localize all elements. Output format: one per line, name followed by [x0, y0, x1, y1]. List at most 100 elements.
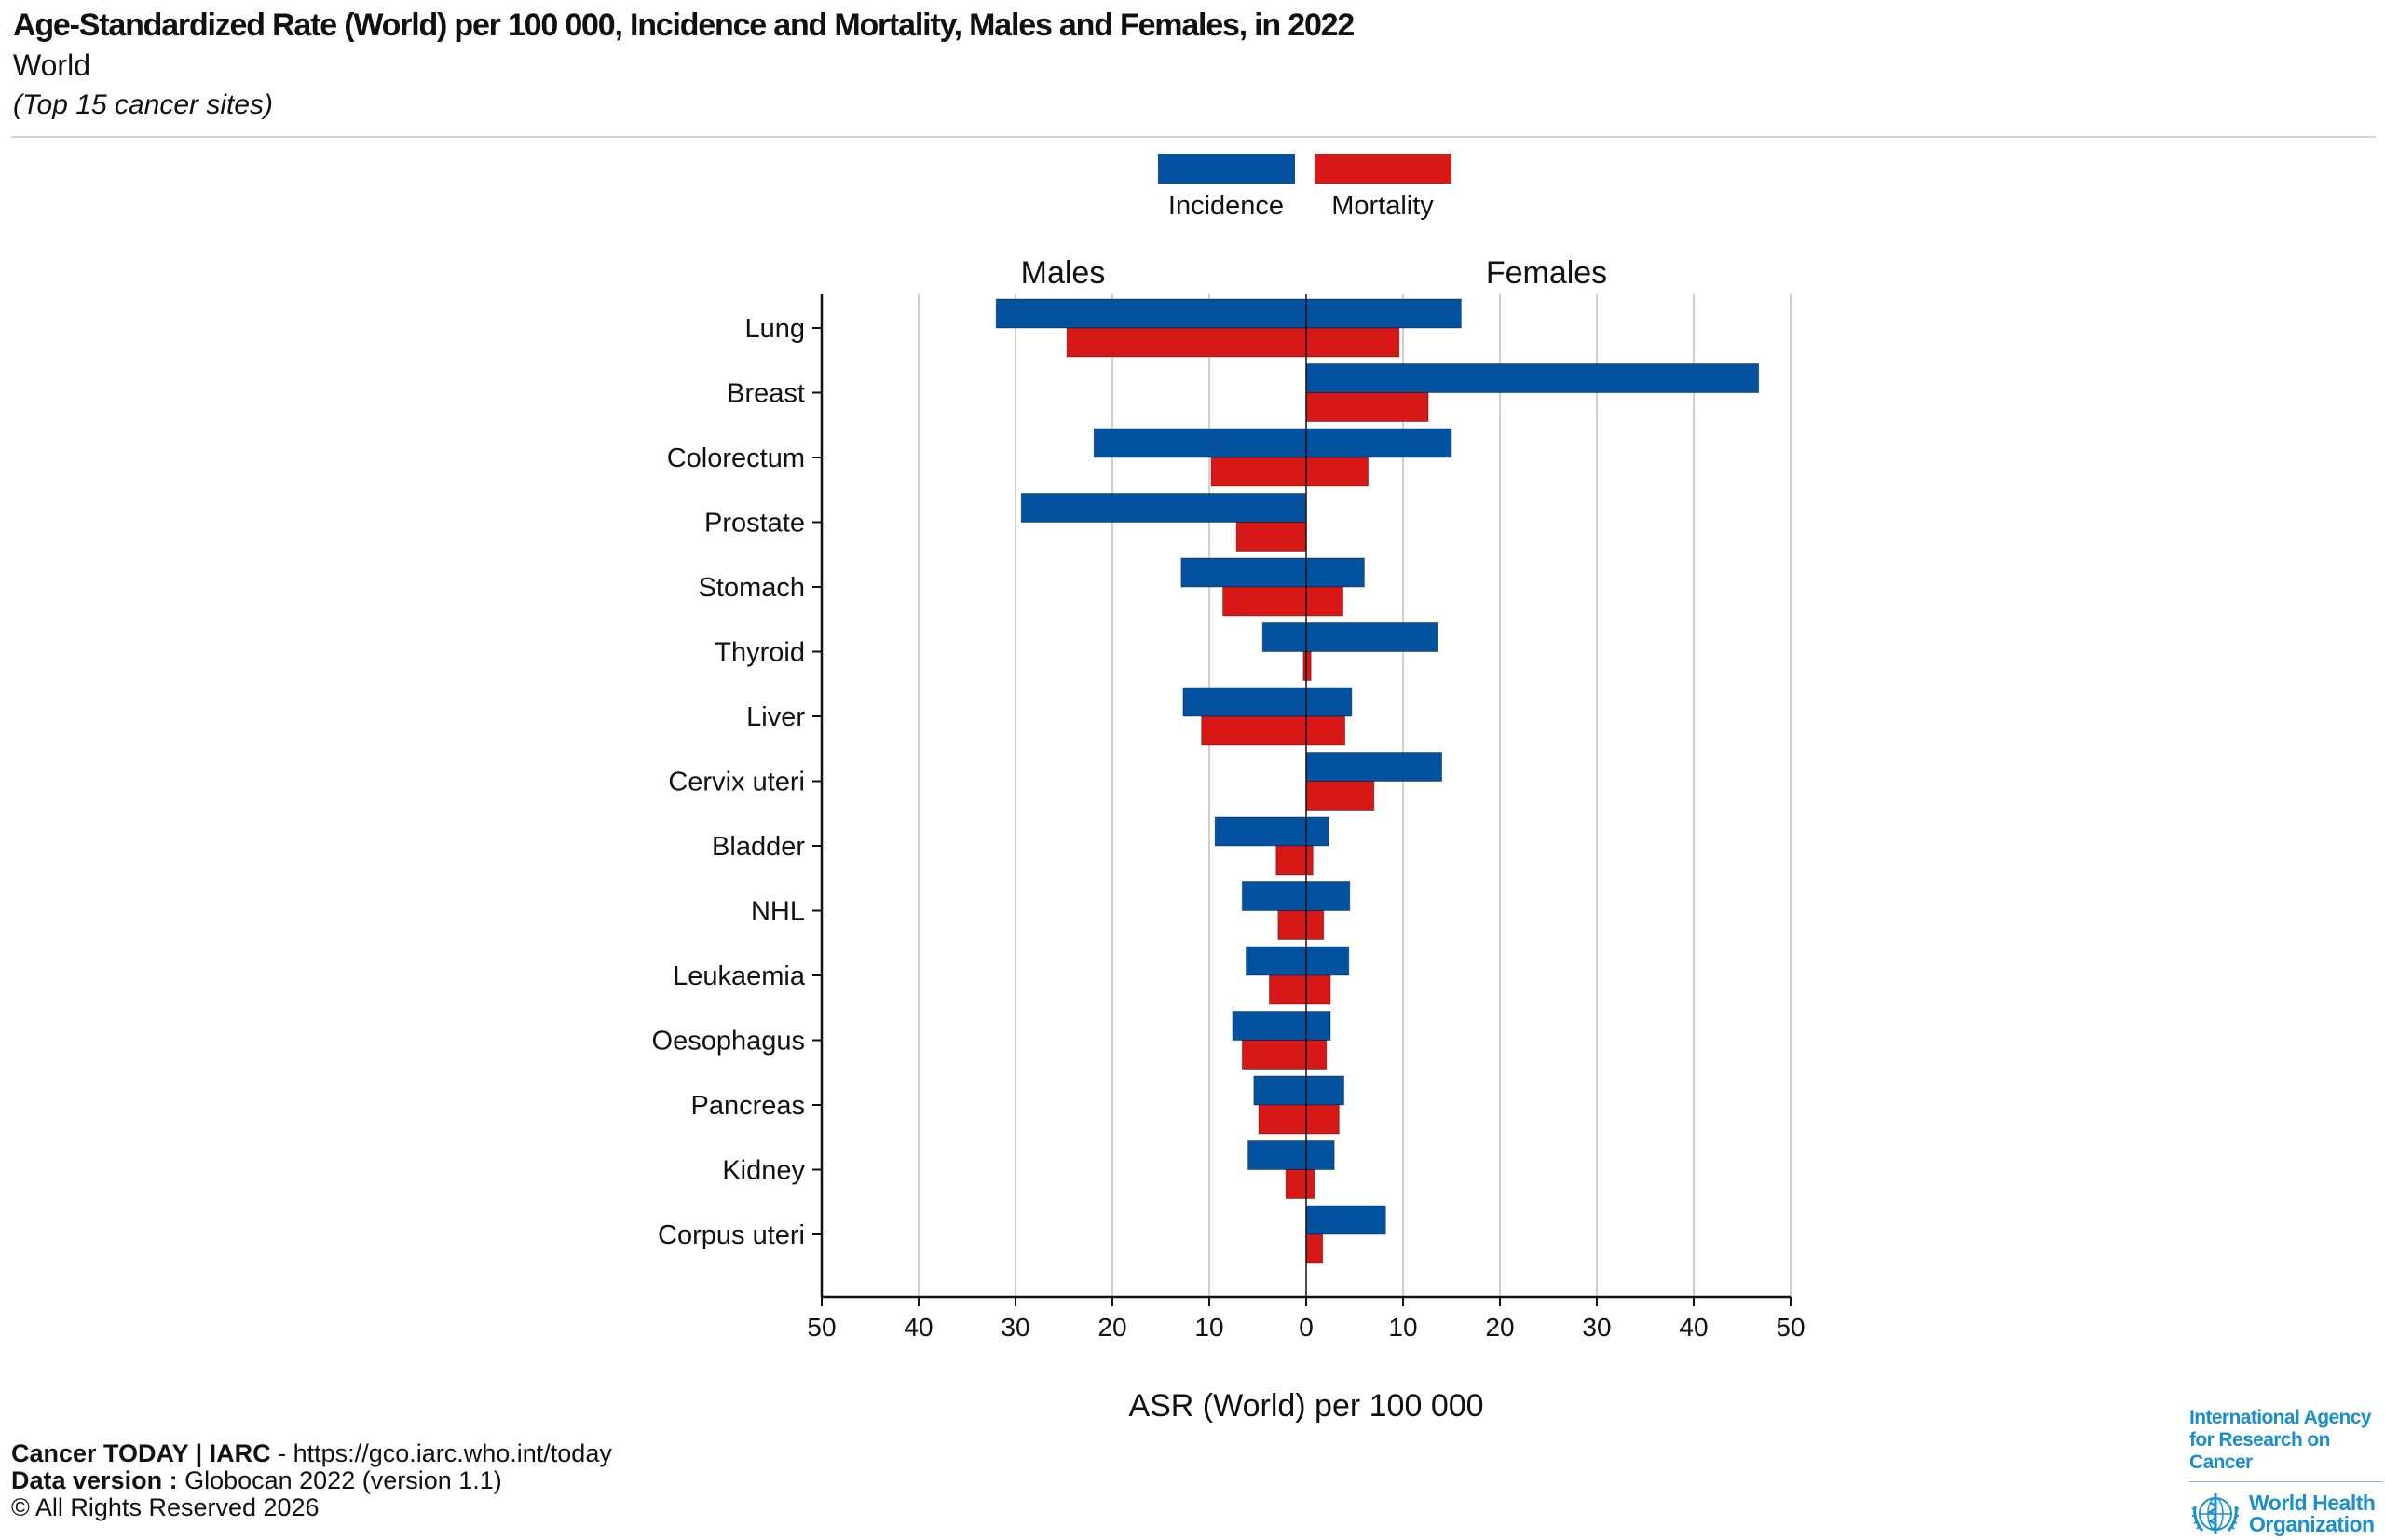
- bar-males-incidence-bladder[interactable]: [1214, 816, 1307, 847]
- bar-females-mortality-breast[interactable]: [1305, 392, 1429, 422]
- bar-males-mortality-prostate[interactable]: [1235, 522, 1307, 552]
- bar-females-incidence-thyroid[interactable]: [1305, 622, 1438, 652]
- bar-females-mortality-leukaemia[interactable]: [1305, 974, 1331, 1005]
- bar-females-mortality-oesophagus[interactable]: [1305, 1040, 1328, 1070]
- bar-males-incidence-prostate[interactable]: [1020, 493, 1307, 523]
- bar-females-incidence-nhl[interactable]: [1305, 881, 1351, 911]
- category-label: Breast: [727, 379, 805, 409]
- bar-males-mortality-colorectum[interactable]: [1210, 457, 1307, 487]
- bar-females-incidence-corpus-uteri[interactable]: [1305, 1205, 1386, 1235]
- bar-males-incidence-nhl[interactable]: [1241, 881, 1307, 911]
- x-tick-label: 20: [1485, 1313, 1514, 1342]
- bar-females-incidence-stomach[interactable]: [1305, 557, 1365, 588]
- bar-males-mortality-stomach[interactable]: [1222, 586, 1307, 617]
- bar-females-mortality-thyroid[interactable]: [1305, 651, 1312, 681]
- legend-label-mortality[interactable]: Mortality: [1331, 191, 1434, 221]
- footer-data-version-label: Data version :: [11, 1466, 178, 1494]
- bars: [995, 298, 1760, 1264]
- footer: Cancer TODAY | IARC - https://gco.iarc.w…: [11, 1440, 612, 1521]
- iarc-line-1: International Agency: [2189, 1407, 2372, 1428]
- bar-males-mortality-lung[interactable]: [1066, 327, 1307, 358]
- category-label: Oesophagus: [652, 1027, 805, 1056]
- bar-males-incidence-liver[interactable]: [1182, 687, 1307, 717]
- x-tick-label: 30: [1001, 1313, 1029, 1342]
- category-label: NHL: [751, 897, 805, 927]
- bar-females-incidence-cervix-uteri[interactable]: [1305, 752, 1443, 782]
- category-label: Bladder: [712, 832, 805, 862]
- panel-label-females: Females: [1486, 255, 1607, 291]
- bar-females-mortality-kidney[interactable]: [1305, 1169, 1315, 1199]
- bar-males-incidence-stomach[interactable]: [1180, 557, 1307, 588]
- x-tick-label: 50: [807, 1313, 836, 1342]
- bar-males-incidence-colorectum[interactable]: [1093, 428, 1307, 458]
- bar-females-incidence-pancreas[interactable]: [1305, 1075, 1345, 1106]
- x-tick-label: 40: [904, 1313, 933, 1342]
- bar-females-mortality-colorectum[interactable]: [1305, 457, 1370, 487]
- category-label: Colorectum: [667, 443, 805, 473]
- bar-females-mortality-cervix-uteri[interactable]: [1305, 781, 1375, 811]
- who-logo-text: World Health Organization: [2249, 1491, 2376, 1535]
- bar-females-mortality-corpus-uteri[interactable]: [1305, 1233, 1324, 1264]
- footer-url[interactable]: - https://gco.iarc.who.int/today: [270, 1439, 612, 1467]
- x-tick-label: 10: [1194, 1313, 1223, 1342]
- bar-females-incidence-liver[interactable]: [1305, 687, 1353, 717]
- bar-males-mortality-kidney[interactable]: [1285, 1169, 1307, 1199]
- bar-males-mortality-bladder[interactable]: [1275, 845, 1307, 876]
- bar-females-incidence-bladder[interactable]: [1305, 816, 1329, 847]
- legend-swatch-incidence[interactable]: [1158, 154, 1295, 184]
- x-tick-label: 20: [1097, 1313, 1126, 1342]
- category-labels: Lung Breast Colorectum Prostate Stomach Thyro…: [652, 314, 822, 1250]
- bar-females-incidence-lung[interactable]: [1305, 298, 1462, 329]
- category-label: Stomach: [699, 573, 805, 603]
- category-label: Cervix uteri: [668, 768, 805, 797]
- footer-data-version: Globocan 2022 (version 1.1): [177, 1466, 502, 1494]
- legend-swatch-mortality[interactable]: [1315, 154, 1451, 184]
- category-label: Kidney: [722, 1156, 805, 1186]
- bar-males-incidence-thyroid[interactable]: [1261, 622, 1307, 652]
- bar-females-incidence-leukaemia[interactable]: [1305, 946, 1350, 976]
- bar-males-incidence-pancreas[interactable]: [1253, 1075, 1307, 1106]
- bar-males-mortality-oesophagus[interactable]: [1241, 1040, 1307, 1070]
- bar-females-mortality-stomach[interactable]: [1305, 586, 1344, 617]
- x-tick-labels: 50 40 30 20 10 0 10 20 30 40 50: [807, 1297, 1806, 1342]
- x-tick-label: 0: [1299, 1313, 1314, 1342]
- bar-females-incidence-colorectum[interactable]: [1305, 428, 1452, 458]
- footer-copyright: © All Rights Reserved 2026: [11, 1493, 320, 1521]
- bar-males-incidence-lung[interactable]: [995, 298, 1307, 329]
- bar-females-incidence-breast[interactable]: [1305, 363, 1760, 393]
- bar-females-mortality-pancreas[interactable]: [1305, 1104, 1340, 1135]
- chart-title: Age-Standardized Rate (World) per 100 00…: [13, 7, 1355, 43]
- legend-label-incidence[interactable]: Incidence: [1167, 191, 1285, 221]
- bar-males-mortality-pancreas[interactable]: [1258, 1104, 1307, 1135]
- axes: [820, 294, 1791, 1299]
- bar-males-mortality-leukaemia[interactable]: [1268, 974, 1307, 1005]
- iarc-logo-text: International Agency for Research on Can…: [2189, 1407, 2385, 1474]
- category-label: Thyroid: [715, 638, 805, 668]
- bar-males-mortality-nhl[interactable]: [1277, 910, 1307, 940]
- panel-label-males: Males: [1021, 255, 1106, 291]
- bar-males-incidence-oesophagus[interactable]: [1232, 1011, 1307, 1041]
- bar-females-mortality-nhl[interactable]: [1305, 910, 1325, 940]
- bar-males-incidence-kidney[interactable]: [1247, 1140, 1307, 1170]
- category-label: Prostate: [704, 509, 805, 538]
- logo-divider: [2189, 1481, 2383, 1482]
- bar-females-mortality-bladder[interactable]: [1305, 845, 1314, 876]
- x-tick-label: 40: [1679, 1313, 1708, 1342]
- x-tick-label: 50: [1776, 1313, 1805, 1342]
- x-tick-label: 30: [1582, 1313, 1611, 1342]
- bar-females-incidence-oesophagus[interactable]: [1305, 1011, 1331, 1041]
- bar-males-incidence-leukaemia[interactable]: [1246, 946, 1307, 976]
- chart-subtitle: World: [13, 48, 90, 82]
- category-label: Leukaemia: [673, 961, 806, 991]
- category-label: Lung: [744, 314, 805, 344]
- header-divider: [11, 136, 2376, 138]
- iarc-line-2: for Research on Cancer: [2189, 1429, 2330, 1473]
- bar-females-incidence-kidney[interactable]: [1305, 1140, 1335, 1170]
- gridlines: [918, 294, 1792, 1297]
- x-tick-label: 10: [1388, 1313, 1417, 1342]
- bar-females-mortality-lung[interactable]: [1305, 327, 1400, 358]
- bar-females-mortality-liver[interactable]: [1305, 715, 1346, 746]
- who-line-1: World Health: [2249, 1491, 2376, 1515]
- bar-males-mortality-liver[interactable]: [1201, 715, 1307, 746]
